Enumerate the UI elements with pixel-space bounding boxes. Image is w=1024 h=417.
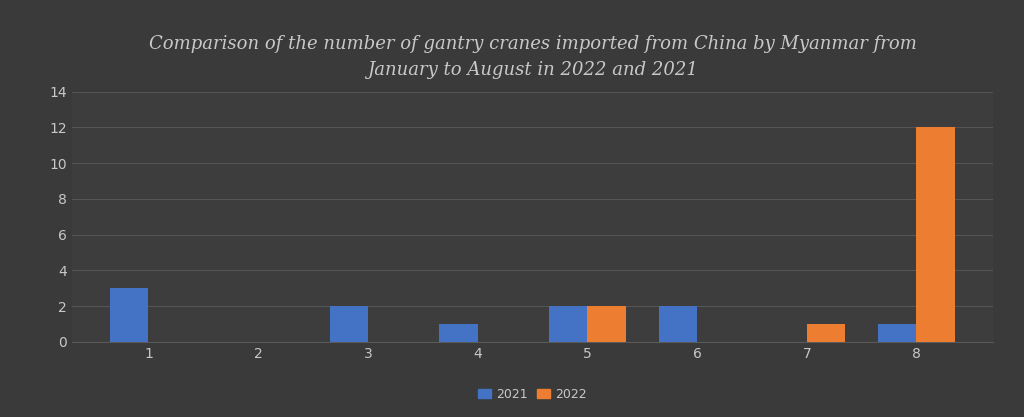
Bar xyxy=(439,324,477,342)
Bar xyxy=(878,324,916,342)
Bar xyxy=(588,306,626,342)
Bar xyxy=(807,324,845,342)
Legend: 2021, 2022: 2021, 2022 xyxy=(473,383,592,406)
Bar xyxy=(549,306,588,342)
Bar xyxy=(916,128,954,342)
Title: Comparison of the number of gantry cranes imported from China by Myanmar from
Ja: Comparison of the number of gantry crane… xyxy=(148,35,916,79)
Bar xyxy=(111,288,148,342)
Bar xyxy=(330,306,368,342)
Bar xyxy=(658,306,697,342)
